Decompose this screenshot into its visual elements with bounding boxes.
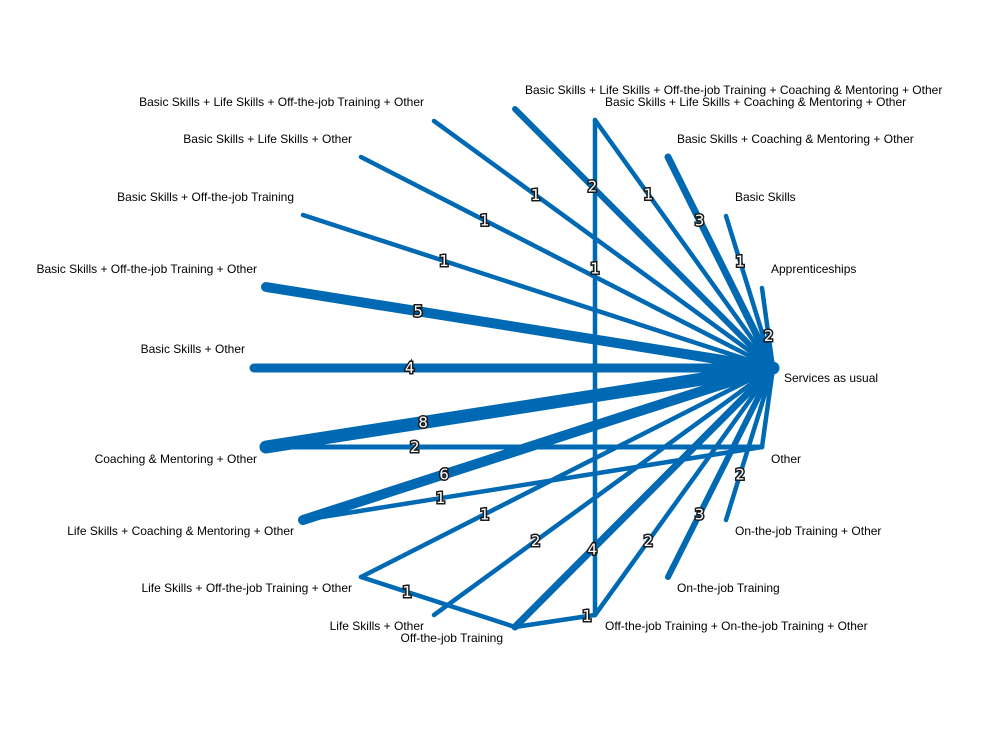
- node-label-onj-o: On-the-job Training + Other: [735, 524, 881, 538]
- node-label-bs-o: Basic Skills + Other: [141, 342, 245, 356]
- edge-weight-label: 2: [531, 532, 541, 550]
- edge-weight-labels: 8 6 5 4 4 3 3 2 2 2 2 2 2 1 1 1 1 1 1 1 1 1 1: [401, 176, 775, 627]
- edge-weight-label: 5: [413, 302, 423, 320]
- node-label-sau: Services as usual: [784, 371, 878, 385]
- edge-ls_o-to-sau: [431, 365, 776, 618]
- node-label-ls-cm-o: Life Skills + Coaching & Mentoring + Oth…: [67, 524, 294, 538]
- edge-bs_ls_ofj_cm_o-to-sau: [512, 106, 776, 371]
- edge-weight-label: 4: [588, 540, 598, 558]
- node-label-cm-o: Coaching & Mentoring + Other: [95, 452, 257, 466]
- node-label-bs-ofj-o: Basic Skills + Off-the-job Training + Ot…: [36, 262, 257, 276]
- edge-bs_ls_cm_o-to-sau: [592, 117, 776, 371]
- edge-ofj_onj_o-to-sau: [592, 365, 776, 618]
- node-label-bs: Basic Skills: [735, 190, 796, 204]
- node-label-app: Apprenticeships: [771, 262, 856, 276]
- edge-weight-label: 1: [644, 185, 654, 203]
- edge-weight-label: 1: [480, 211, 490, 229]
- node-label-onj: On-the-job Training: [677, 581, 780, 595]
- node-label-ls-o: Life Skills + Other: [330, 619, 424, 633]
- edge-weight-label: 4: [405, 359, 415, 377]
- node-label-bs-ls-o: Basic Skills + Life Skills + Other: [183, 132, 352, 146]
- edge-weight-label: 2: [588, 178, 598, 196]
- edge-weight-label: 1: [735, 253, 745, 271]
- node-label-bs-ls-ofj-o: Basic Skills + Life Skills + Off-the-job…: [139, 95, 424, 109]
- node-labels: Services as usual Apprenticeships Basic Sk…: [36, 83, 942, 645]
- edge-bs_ls_o-to-sau: [358, 154, 776, 371]
- edge-weight-label: 1: [439, 252, 449, 270]
- edge-weight-label: 2: [410, 438, 420, 456]
- edge-ls_cm_o-to-other: [300, 444, 765, 523]
- edge-ls_cm_o-to-sau: [298, 363, 778, 525]
- node-label-bs-ls-cm-o: Basic Skills + Life Skills + Coaching & …: [605, 95, 906, 109]
- edge-other-to-sau: [759, 365, 776, 450]
- edge-bs_cm_o-to-sau: [664, 153, 777, 372]
- node-label-ofj: Off-the-job Training: [401, 631, 504, 645]
- edge-bs-to-sau: [723, 213, 776, 371]
- edge-onj-to-sau: [665, 365, 776, 580]
- edge-weight-label: 2: [735, 465, 745, 483]
- edge-weight-label: 1: [480, 505, 490, 523]
- node-label-ls-ofj-o: Life Skills + Off-the-job Training + Oth…: [141, 581, 352, 595]
- edges-layer: [249, 106, 780, 631]
- node-label-bs-ls-ofj-cm-o: Basic Skills + Life Skills + Off-the-job…: [525, 83, 942, 97]
- edge-onj_o-to-sau: [723, 365, 776, 523]
- edge-weight-label: 8: [418, 414, 428, 432]
- node-label-other: Other: [771, 452, 801, 466]
- edge-ofj-to-ofj_onj_o: [512, 612, 598, 630]
- edge-weight-label: 6: [439, 465, 449, 483]
- edge-weight-label: 3: [695, 211, 705, 229]
- node-label-bs-cm-o: Basic Skills + Coaching & Mentoring + Ot…: [677, 132, 914, 146]
- edge-bs_ls_ofj_o-to-sau: [431, 118, 776, 371]
- edge-weight-label: 1: [402, 583, 412, 601]
- edge-weight-label: 2: [644, 532, 654, 550]
- edge-weight-label: 1: [436, 489, 446, 507]
- edge-cm_o-to-sau: [259, 361, 780, 454]
- edge-bs_ofj-to-sau: [300, 212, 776, 371]
- edge-weight-label: 1: [531, 186, 541, 204]
- edge-ls_ofj_o-to-sau: [358, 365, 776, 580]
- edge-ofj-to-sau: [511, 364, 777, 631]
- edge-bs_ofj_o-to-sau: [261, 282, 778, 373]
- edge-weight-label: 1: [582, 607, 592, 625]
- edge-ls_ofj_o-to-ofj: [358, 574, 518, 630]
- node-label-bs-ofj: Basic Skills + Off-the-job Training: [117, 190, 294, 204]
- node-label-ofj-onj-o: Off-the-job Training + On-the-job Traini…: [605, 619, 868, 633]
- edge-weight-label: 2: [764, 327, 774, 345]
- edge-weight-label: 3: [695, 505, 705, 523]
- edge-weight-label: 1: [590, 260, 600, 278]
